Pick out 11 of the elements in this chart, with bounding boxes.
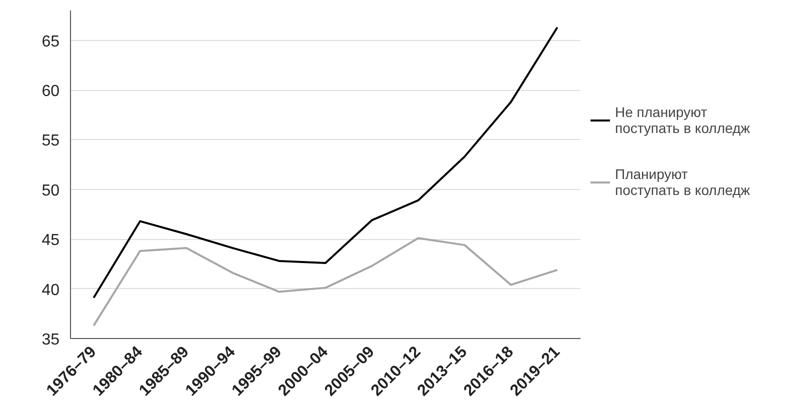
y-tick-label: 65 (42, 33, 60, 50)
y-tick-label: 60 (42, 83, 60, 100)
y-tick-label: 45 (42, 232, 60, 250)
legend-label: Планируют поступать в колледж (615, 166, 750, 198)
line-series (92, 26, 558, 299)
line-series (92, 237, 558, 327)
y-tick-label: 50 (42, 182, 60, 200)
y-tick-label: 35 (42, 332, 60, 348)
legend-label: Не планируют поступать в колледж (615, 104, 750, 136)
y-tick-label: 40 (42, 282, 60, 299)
y-tick-label: 55 (42, 132, 60, 150)
